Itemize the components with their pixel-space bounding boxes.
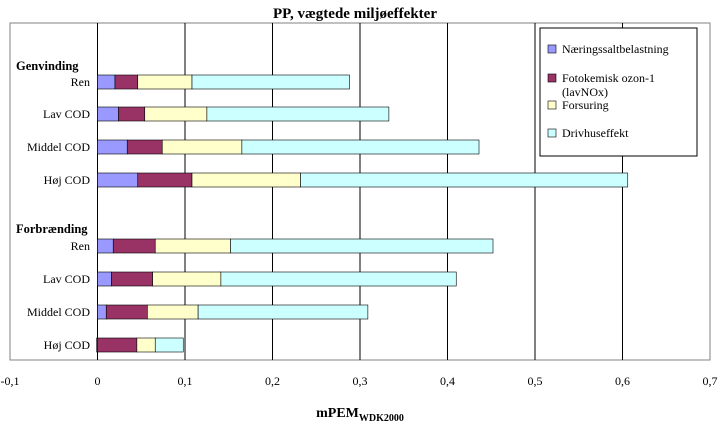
legend-label: Drivhuseffekt <box>562 126 629 140</box>
legend: Næringssaltbelastning Fotokemisk ozon-1 (l… <box>539 27 698 157</box>
bar-segment <box>191 172 301 188</box>
bar-segment <box>154 337 184 353</box>
bar-segment <box>97 74 116 90</box>
bar-series <box>96 74 629 353</box>
category-label: Lav COD <box>43 107 90 121</box>
bar-segment <box>97 139 128 155</box>
legend-swatch <box>547 73 557 83</box>
x-tick-label: 0,5 <box>528 374 543 388</box>
legend-swatch <box>547 128 557 138</box>
x-axis-label-subscript: WDK2000 <box>359 413 404 424</box>
bar-segment <box>97 238 114 254</box>
category-label: Middel COD <box>27 140 90 154</box>
category-label: Ren <box>71 75 90 89</box>
category-label: Høj COD <box>44 173 91 187</box>
x-tick-label: 0,1 <box>178 374 193 388</box>
bar-segment <box>126 139 163 155</box>
bar-segment <box>97 271 112 287</box>
bar-segment <box>97 304 107 320</box>
category-label: Ren <box>71 239 90 253</box>
bar-segment <box>191 74 350 90</box>
bar-segment <box>230 238 494 254</box>
group-label: Forbrænding <box>16 222 88 236</box>
bar-segment <box>137 74 193 90</box>
bar-segment <box>147 304 199 320</box>
bar-segment <box>118 106 146 122</box>
bar-segment <box>206 106 390 122</box>
bar-segment <box>105 304 148 320</box>
bar-segment <box>112 238 156 254</box>
x-tick-label: 0 <box>95 374 101 388</box>
chart-title: PP, vægtede miljøeffekter <box>273 6 437 22</box>
category-labels: Genvinding Forbrænding Ren Lav COD Middel CO… <box>16 59 90 352</box>
category-label: Middel COD <box>27 305 90 319</box>
bar-segment <box>144 106 208 122</box>
x-axis-ticks: -0,1 0 0,1 0,2 0,3 0,4 0,5 0,6 0,7 <box>1 374 718 388</box>
x-tick-label: 0,2 <box>265 374 280 388</box>
bar-segment <box>114 74 139 90</box>
legend-label: Forsuring <box>562 98 609 112</box>
bar-segment <box>97 172 139 188</box>
bar-segment <box>241 139 480 155</box>
legend-box <box>539 27 698 157</box>
legend-swatch <box>547 100 557 110</box>
x-axis-label-main: mPEM <box>316 406 359 421</box>
bar-segment <box>300 172 629 188</box>
group-label: Genvinding <box>16 59 79 73</box>
x-tick-label: -0,1 <box>1 374 20 388</box>
category-label: Lav COD <box>43 272 90 286</box>
bar-segment <box>154 238 231 254</box>
bar-segment <box>161 139 243 155</box>
x-tick-label: 0,3 <box>353 374 368 388</box>
x-tick-label: 0,7 <box>703 374 718 388</box>
bar-segment <box>137 172 193 188</box>
bar-segment <box>220 271 457 287</box>
bar-segment <box>97 337 138 353</box>
x-tick-label: 0,6 <box>615 374 630 388</box>
bar-segment <box>152 271 222 287</box>
bar-segment <box>136 337 156 353</box>
category-label: Høj COD <box>44 338 91 352</box>
x-axis-label: mPEMWDK2000 <box>316 406 404 424</box>
legend-items: Næringssaltbelastning Fotokemisk ozon-1 (l… <box>547 42 669 140</box>
x-tick-label: 0,4 <box>440 374 455 388</box>
bar-segment <box>97 106 119 122</box>
bar-segment <box>197 304 369 320</box>
bar-segment <box>111 271 153 287</box>
legend-label: Næringssaltbelastning <box>562 42 669 56</box>
legend-label: Fotokemisk ozon-1 (lavNOx) <box>562 71 655 99</box>
legend-swatch <box>547 44 557 54</box>
